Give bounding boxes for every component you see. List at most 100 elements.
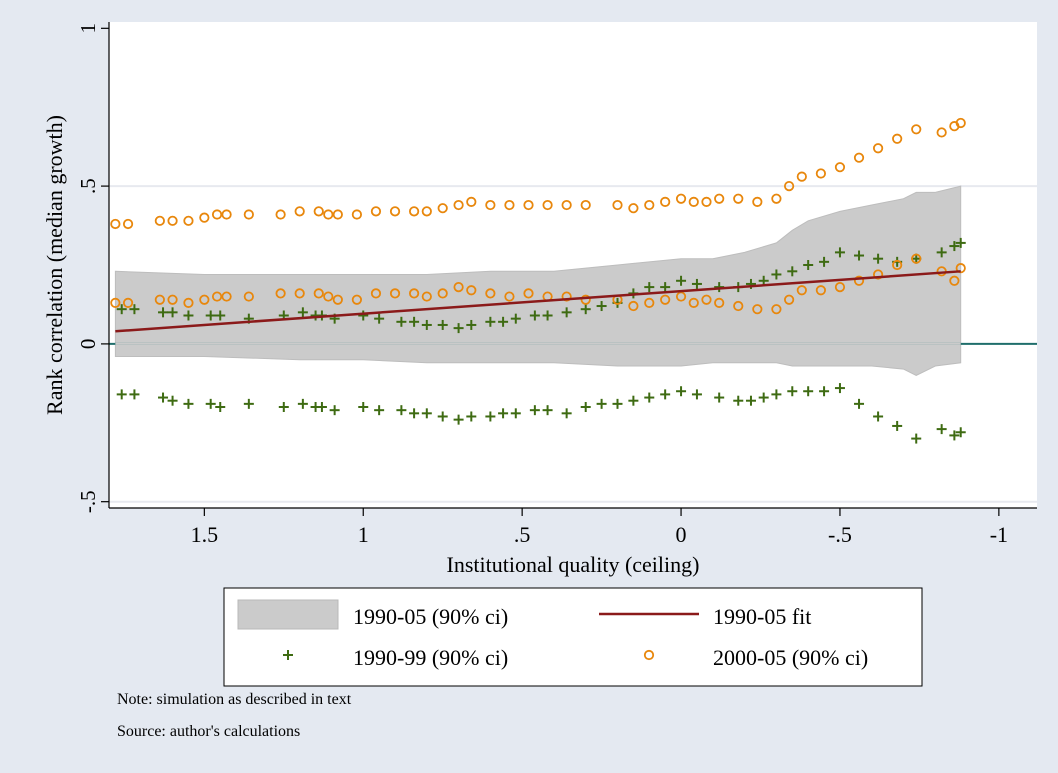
- circle-point-upper-6: [211, 209, 223, 220]
- circle-point-lower-10: [294, 288, 305, 299]
- circle-point-upper-13: [332, 209, 343, 220]
- circle-point-upper-19: [437, 203, 448, 214]
- legend-label-fit: 1990-05 fit: [713, 604, 811, 629]
- circle-point-lower-14: [351, 294, 362, 305]
- x-tick-label-3: 0: [676, 522, 687, 547]
- plus-point-lower-44: [854, 398, 865, 409]
- circle-point-upper-30: [644, 199, 655, 211]
- legend-box: [223, 587, 923, 687]
- circle-point-lower-46: [911, 253, 922, 264]
- circle-point-upper-20: [453, 199, 464, 211]
- plus-point-upper-43: [834, 247, 845, 258]
- circle-point-upper-27: [580, 199, 591, 211]
- circle-point-upper-49: [955, 117, 966, 129]
- circle-point-lower-6: [211, 291, 223, 302]
- plus-point-upper-1: [129, 304, 140, 315]
- circle-point-lower-39: [784, 294, 795, 305]
- circle-point-upper-21: [466, 196, 477, 207]
- circle-point-lower-15: [370, 288, 382, 299]
- plus-point-upper-50: [955, 237, 966, 248]
- plus-point-lower-18: [437, 411, 448, 422]
- circle-point-lower-41: [815, 285, 826, 296]
- circle-point-upper-26: [561, 199, 572, 211]
- plus-point-lower-48: [936, 424, 947, 435]
- y-tick-label-3: 1: [76, 23, 100, 34]
- circle-point-upper-32: [675, 193, 687, 204]
- circle-point-lower-5: [199, 294, 210, 305]
- plus-point-upper-4: [183, 310, 194, 321]
- circle-point-lower-17: [408, 288, 420, 299]
- grid-lines: [109, 185, 1037, 503]
- plus-point-upper-13: [358, 310, 369, 321]
- plus-point-lower-45: [873, 411, 884, 422]
- plus-point-lower-14: [374, 405, 385, 416]
- circle-point-upper-33: [688, 196, 699, 207]
- y-tick-label-0: -.5: [76, 490, 100, 513]
- plus-point-upper-27: [580, 304, 591, 315]
- plus-point-upper-3: [167, 307, 178, 318]
- circle-point-upper-40: [796, 171, 807, 182]
- circle-point-lower-34: [701, 294, 712, 305]
- circle-point-upper-23: [504, 199, 515, 211]
- circle-point-lower-21: [466, 285, 477, 296]
- circle-point-lower-48: [949, 275, 960, 286]
- plus-point-lower-31: [644, 392, 655, 403]
- circle-point-lower-35: [714, 297, 725, 308]
- plus-point-lower-39: [771, 389, 782, 400]
- plus-point-lower-47: [911, 433, 922, 444]
- circle-point-lower-4: [183, 297, 194, 308]
- circle-point-upper-10: [294, 206, 305, 217]
- plus-point-upper-32: [660, 282, 671, 293]
- chart-svg: -.50.511.5 1.5 0 -.5 -1 Institutional qualit…: [42, 22, 1037, 687]
- x-tick-label-0: 1.5: [191, 522, 219, 547]
- circle-point-upper-24: [523, 199, 534, 211]
- x-tick-label-4: -.5: [828, 522, 852, 547]
- source-text: Source: author's calculations: [117, 723, 301, 740]
- circle-point-upper-36: [733, 193, 744, 204]
- circle-point-lower-42: [834, 281, 846, 293]
- plus-point-upper-42: [819, 256, 830, 267]
- plus-point-lower-30: [628, 395, 639, 406]
- circle-point-lower-26: [561, 291, 572, 302]
- fit-line: [115, 270, 961, 333]
- plus-point-lower-6: [215, 402, 226, 413]
- circle-point-upper-38: [771, 193, 782, 204]
- plus-point-upper-14: [374, 313, 385, 324]
- circle-point-upper-2: [154, 215, 165, 226]
- circle-point-lower-43: [853, 275, 865, 286]
- x-tick-label-5: -1: [990, 522, 1008, 547]
- circle-point-upper-45: [892, 133, 903, 144]
- ci-band-layer: [114, 185, 962, 377]
- circle-point-upper-17: [408, 206, 420, 217]
- plus-point-lower-5: [205, 398, 216, 409]
- x-tick-label-2: .5: [514, 522, 531, 547]
- plus-point-lower-9: [297, 398, 308, 409]
- plus-point-lower-8: [278, 402, 289, 413]
- plus-point-lower-24: [529, 405, 540, 416]
- circle-point-lower-31: [660, 294, 671, 305]
- plus-point-lower-33: [676, 386, 687, 397]
- circle-point-upper-46: [911, 124, 922, 135]
- marker-layer: [110, 117, 966, 444]
- plus-point-upper-39: [771, 269, 782, 280]
- circle-point-lower-38: [771, 304, 782, 315]
- plus-point-upper-31: [644, 282, 655, 293]
- plus-point-lower-16: [409, 408, 420, 419]
- y-axis-label: Rank correlation (median growth): [42, 115, 67, 415]
- y-tick-label-1: 0: [76, 339, 100, 350]
- circle-point-upper-8: [243, 209, 254, 220]
- legend: 1990-05 (90% ci) 1990-05 fit 1990-99 (90…: [223, 587, 923, 687]
- plus-point-upper-40: [787, 266, 798, 277]
- circle-point-upper-5: [199, 212, 210, 223]
- plus-point-lower-1: [129, 389, 140, 400]
- circle-point-lower-18: [421, 291, 432, 302]
- circle-point-lower-3: [167, 294, 178, 305]
- circle-point-upper-4: [183, 215, 194, 226]
- legend-label-band: 1990-05 (90% ci): [353, 604, 508, 629]
- fit-line-layer: [115, 270, 961, 333]
- plus-point-lower-17: [421, 408, 432, 419]
- plus-point-upper-28: [596, 301, 607, 312]
- circle-point-lower-1: [122, 297, 134, 308]
- plus-point-lower-0: [116, 389, 127, 400]
- circle-point-lower-12: [323, 291, 334, 302]
